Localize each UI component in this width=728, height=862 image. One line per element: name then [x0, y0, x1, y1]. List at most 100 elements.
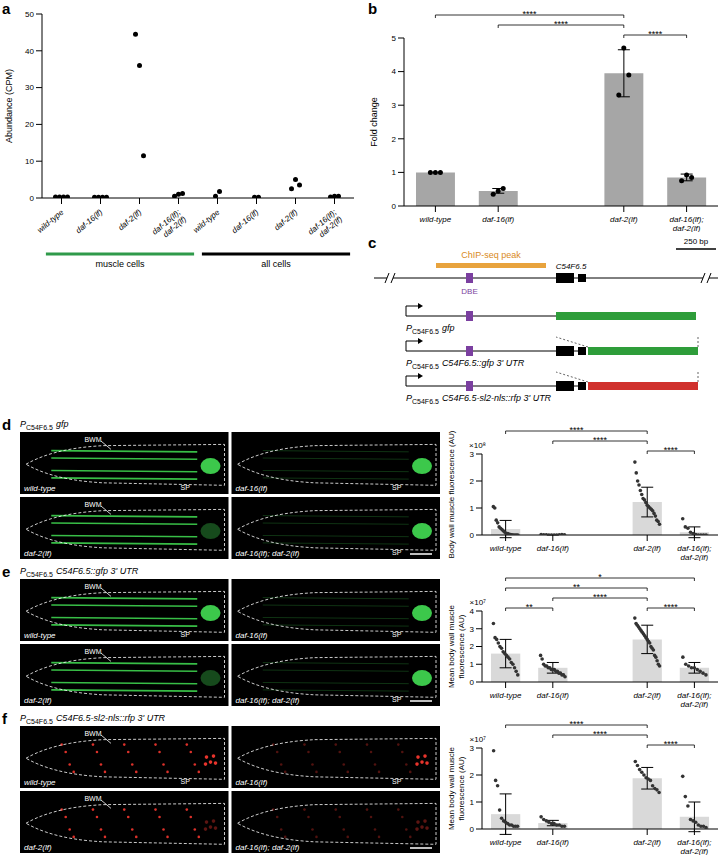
svg-text:*: * [598, 572, 602, 582]
svg-text:5: 5 [392, 34, 397, 43]
svg-text:daf-16(lf);daf-2(lf): daf-16(lf);daf-2(lf) [306, 207, 344, 243]
svg-text:muscle cells: muscle cells [95, 259, 145, 269]
svg-text:SP: SP [392, 484, 402, 491]
svg-text:PC54F6.5gfp: PC54F6.5gfp [20, 419, 68, 431]
svg-text:wild-type: wild-type [420, 215, 452, 224]
svg-text:SP: SP [392, 778, 402, 785]
svg-text:daf-2(lf): daf-2(lf) [24, 549, 52, 558]
svg-text:BWM: BWM [84, 583, 101, 590]
svg-text:SP: SP [392, 631, 402, 638]
svg-text:daf-16(lf); daf-2(lf): daf-16(lf); daf-2(lf) [236, 549, 300, 558]
svg-text:1: 1 [392, 168, 397, 177]
svg-text:**: ** [526, 602, 534, 612]
svg-text:daf-16(lf): daf-16(lf) [537, 691, 569, 700]
svg-text:BWM: BWM [84, 795, 101, 802]
svg-text:wild-type: wild-type [35, 207, 65, 235]
svg-text:daf-16(lf);daf-2(lf): daf-16(lf);daf-2(lf) [677, 838, 711, 855]
svg-text:SP: SP [392, 696, 402, 703]
svg-text:40: 40 [25, 47, 34, 56]
svg-text:30: 30 [25, 83, 34, 92]
svg-text:wild-type: wild-type [24, 484, 56, 493]
svg-text:daf-16(lf): daf-16(lf) [236, 778, 268, 787]
svg-text:daf-16(lf): daf-16(lf) [537, 544, 569, 553]
svg-text:****: **** [523, 9, 538, 19]
svg-text:ChIP-seq peak: ChIP-seq peak [461, 250, 521, 260]
svg-text:daf-2(lf): daf-2(lf) [633, 691, 661, 700]
svg-text:PC54F6.5gfp: PC54F6.5gfp [406, 323, 454, 335]
svg-text:SP: SP [392, 549, 402, 556]
svg-text:****: **** [593, 435, 608, 445]
svg-text:2: 2 [392, 135, 397, 144]
svg-text:daf-16(lf);daf-2(lf): daf-16(lf);daf-2(lf) [677, 691, 711, 708]
svg-text:wild-type: wild-type [490, 838, 522, 847]
svg-text:0: 0 [392, 202, 397, 211]
svg-text:2: 2 [470, 642, 475, 651]
svg-text:3: 3 [470, 625, 475, 634]
svg-text:10: 10 [25, 157, 34, 166]
svg-text:20: 20 [25, 120, 34, 129]
svg-text:****: **** [593, 592, 608, 602]
svg-text:0: 0 [30, 194, 35, 203]
svg-text:0: 0 [470, 531, 475, 540]
svg-text:daf-2(lf): daf-2(lf) [272, 207, 299, 232]
svg-text:wild-type: wild-type [490, 544, 522, 553]
svg-text:PC54F6.5C54F6.5::gfp 3' UTR: PC54F6.5C54F6.5::gfp 3' UTR [406, 358, 525, 370]
svg-text:wild-type: wild-type [24, 778, 56, 787]
svg-text:1: 1 [470, 504, 475, 513]
svg-text:SP: SP [181, 631, 191, 638]
svg-text:daf-2(lf): daf-2(lf) [24, 843, 52, 852]
svg-text:250 bp: 250 bp [684, 237, 709, 246]
svg-text:0: 0 [470, 825, 475, 834]
svg-text:****: **** [664, 445, 679, 455]
svg-text:BWM: BWM [84, 501, 101, 508]
svg-text:BWM: BWM [84, 730, 101, 737]
svg-text:daf-16(lf): daf-16(lf) [236, 631, 268, 640]
svg-text:PC54F6.5C54F6.5::gfp 3' UTR: PC54F6.5C54F6.5::gfp 3' UTR [20, 566, 139, 578]
svg-text:daf-16(lf); daf-2(lf): daf-16(lf); daf-2(lf) [236, 843, 300, 852]
svg-text:BWM: BWM [84, 436, 101, 443]
svg-text:4: 4 [392, 67, 397, 76]
svg-text:3: 3 [470, 450, 475, 459]
svg-text:****: **** [569, 425, 584, 435]
svg-text:SP: SP [181, 778, 191, 785]
svg-text:DBE: DBE [461, 287, 477, 296]
svg-text:daf-16(lf);daf-2(lf): daf-16(lf);daf-2(lf) [150, 207, 188, 243]
svg-text:PC54F6.5C54F6.5-sl2-nls::rfp 3: PC54F6.5C54F6.5-sl2-nls::rfp 3' UTR [406, 393, 552, 405]
svg-text:wild-type: wild-type [191, 207, 221, 235]
svg-text:daf-16(lf): daf-16(lf) [236, 484, 268, 493]
svg-text:wild-type: wild-type [490, 691, 522, 700]
svg-text:0: 0 [470, 678, 475, 687]
svg-text:daf-2(lf): daf-2(lf) [610, 215, 638, 224]
svg-text:BWM: BWM [84, 648, 101, 655]
svg-text:****: **** [554, 19, 569, 29]
svg-text:daf-16(lf): daf-16(lf) [482, 215, 514, 224]
svg-text:SP: SP [181, 484, 191, 491]
svg-text:3: 3 [392, 101, 397, 110]
svg-text:daf-16(lf): daf-16(lf) [74, 207, 105, 235]
svg-text:1: 1 [470, 798, 475, 807]
svg-text:all cells: all cells [261, 259, 291, 269]
svg-text:daf-16(lf): daf-16(lf) [537, 838, 569, 847]
svg-text:daf-16(lf);daf-2(lf): daf-16(lf);daf-2(lf) [669, 215, 703, 232]
svg-text:daf-2(lf): daf-2(lf) [633, 544, 661, 553]
svg-text:daf-2(lf): daf-2(lf) [24, 696, 52, 705]
svg-text:daf-16(lf): daf-16(lf) [230, 207, 261, 235]
svg-text:****: **** [648, 29, 663, 39]
svg-text:****: **** [664, 602, 679, 612]
svg-text:daf-16(lf);daf-2(lf): daf-16(lf);daf-2(lf) [677, 544, 711, 561]
svg-text:3: 3 [470, 744, 475, 753]
svg-text:daf-2(lf): daf-2(lf) [116, 207, 143, 232]
svg-text:1: 1 [470, 660, 475, 669]
svg-text:2: 2 [470, 477, 475, 486]
svg-text:4: 4 [470, 607, 475, 616]
svg-text:daf-16(lf); daf-2(lf): daf-16(lf); daf-2(lf) [236, 696, 300, 705]
svg-text:**: ** [573, 582, 581, 592]
svg-text:wild-type: wild-type [24, 631, 56, 640]
svg-text:daf-2(lf): daf-2(lf) [633, 838, 661, 847]
svg-text:****: **** [664, 739, 679, 749]
svg-text:****: **** [569, 719, 584, 729]
svg-text:C54F6.5: C54F6.5 [556, 262, 587, 271]
svg-text:PC54F6.5C54F6.5-sl2-nls::rfp 3: PC54F6.5C54F6.5-sl2-nls::rfp 3' UTR [20, 713, 166, 725]
svg-text:****: **** [593, 729, 608, 739]
svg-text:50: 50 [25, 10, 34, 19]
